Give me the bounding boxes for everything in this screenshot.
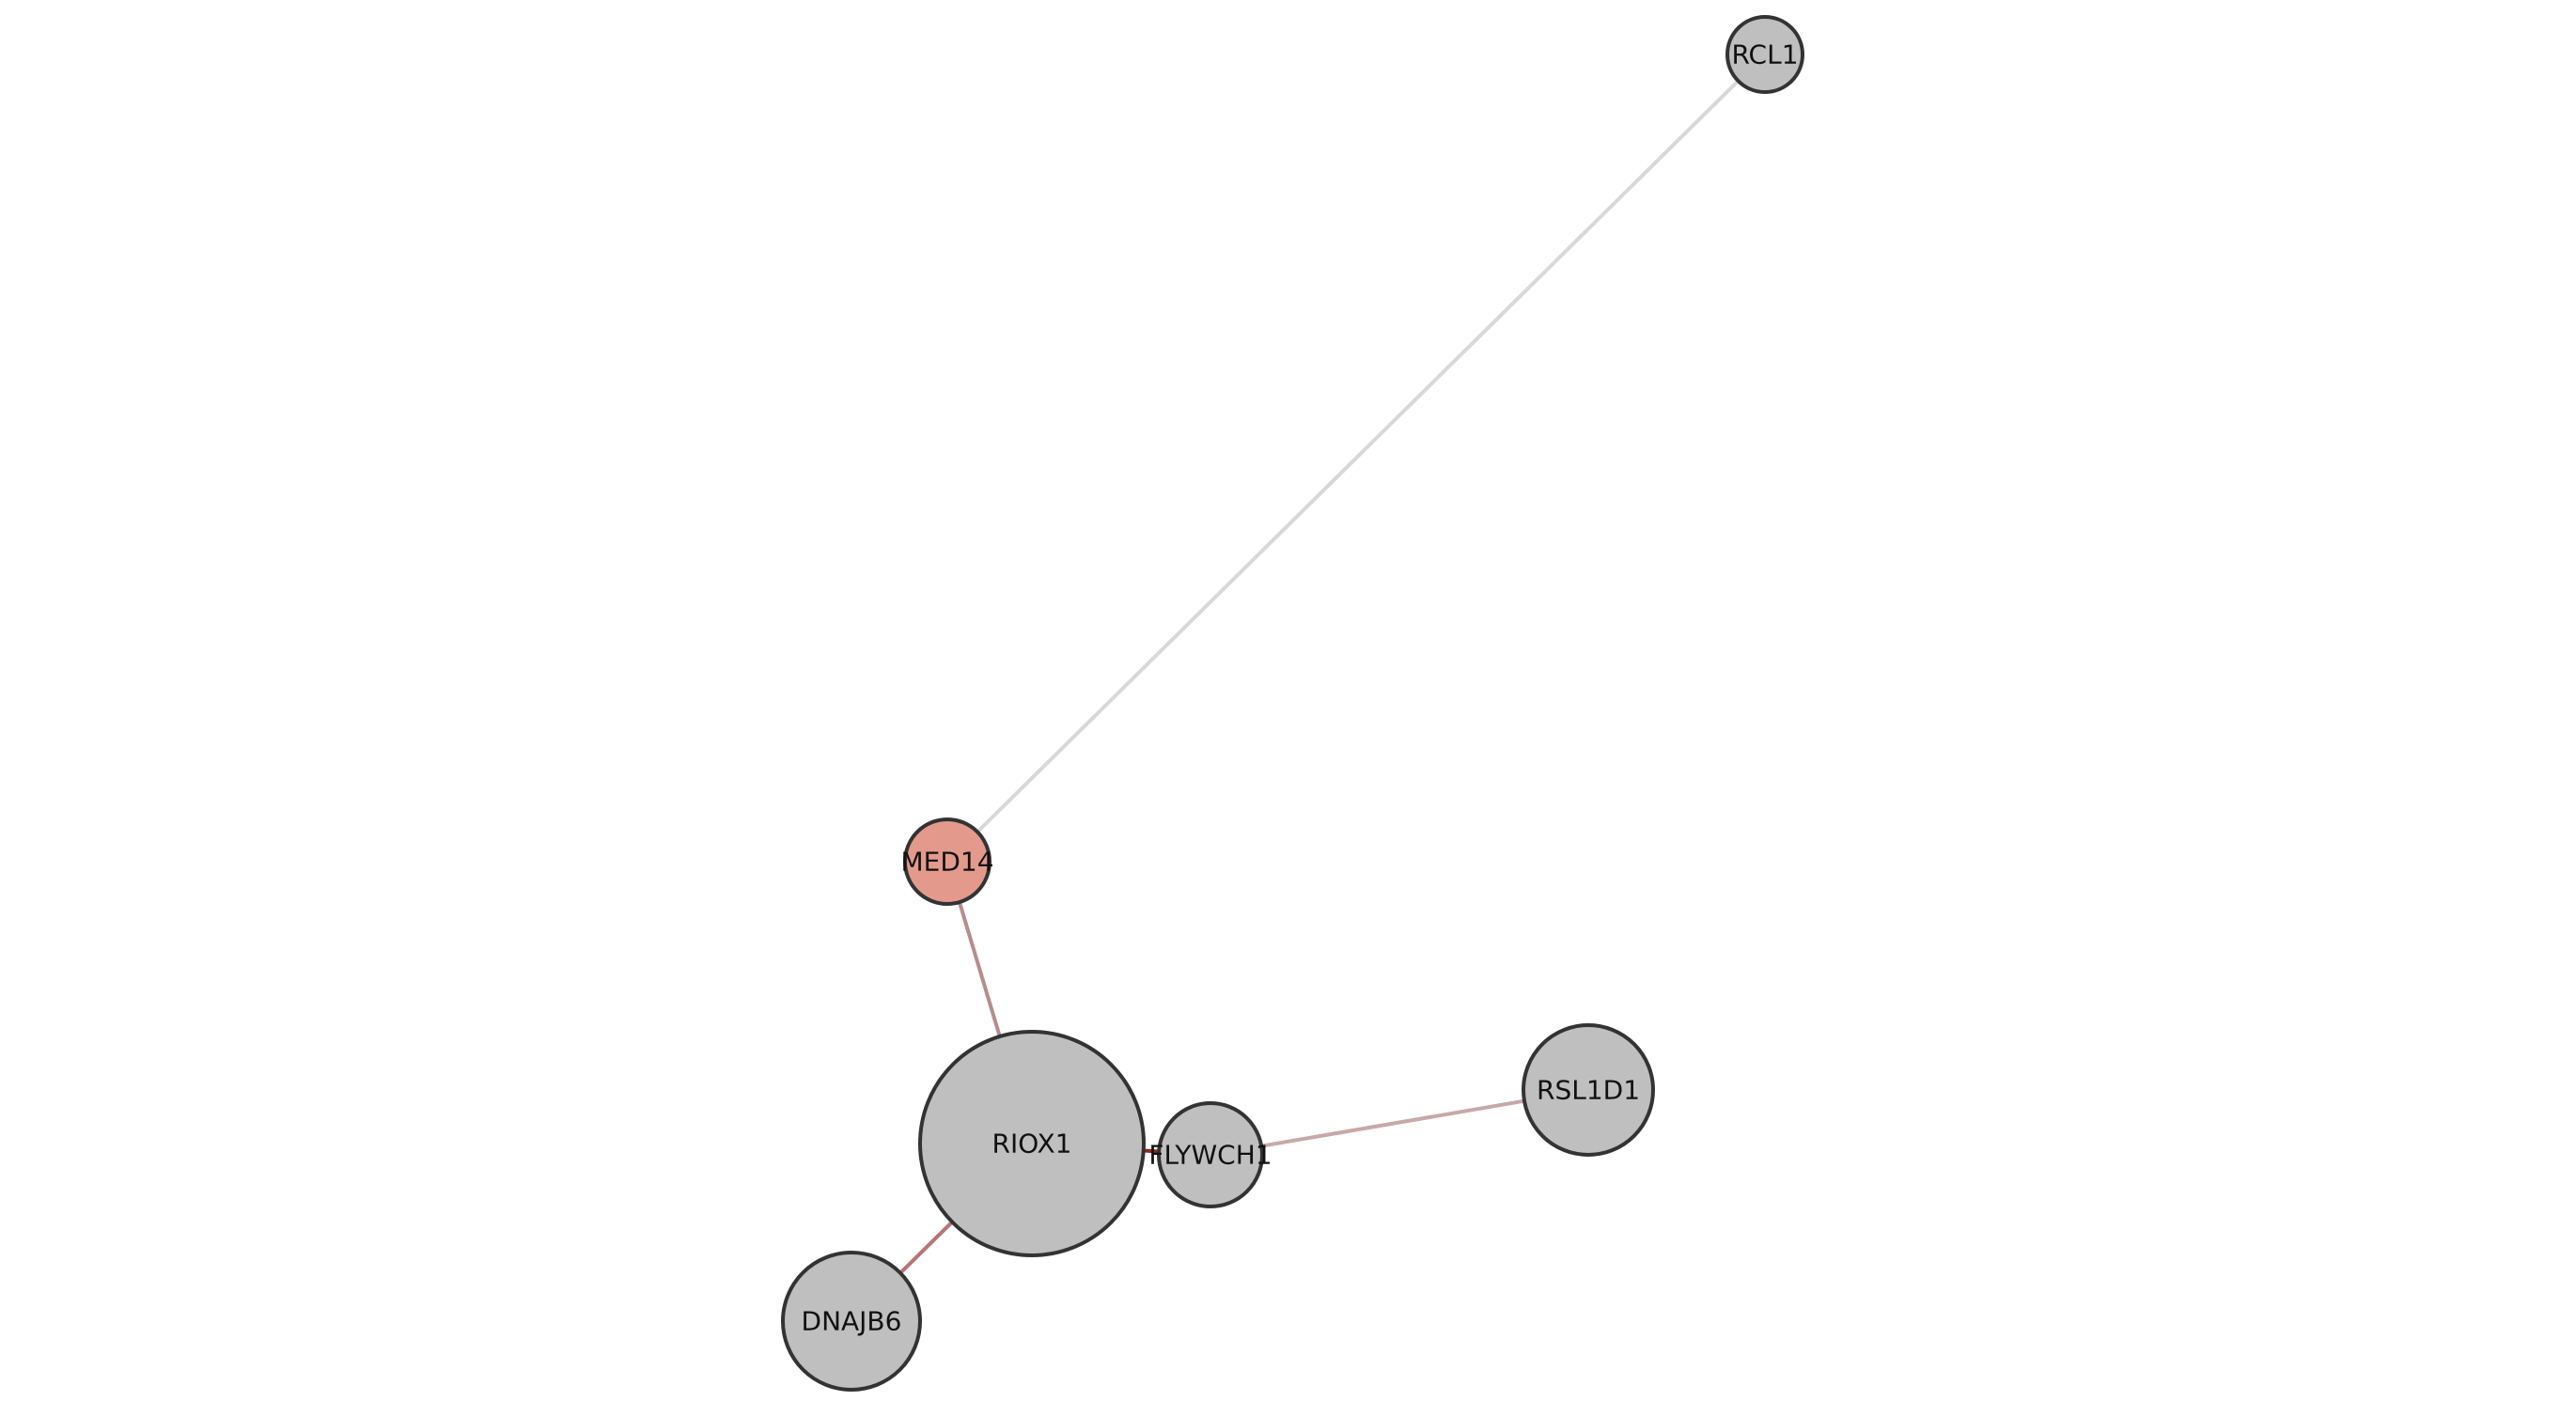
node-rcl1[interactable]: RCL1 <box>1725 15 1804 94</box>
node-med14[interactable]: MED14 <box>900 817 994 906</box>
node-circle-rsl1d1[interactable] <box>1522 1023 1655 1157</box>
node-circle-med14[interactable] <box>903 817 991 906</box>
edge-med14-rcl1 <box>945 53 1767 864</box>
node-circle-riox1[interactable] <box>918 1030 1146 1257</box>
nodes-layer: RCL1 MED14 RIOX1 FLYWCH1 RSL1D1 DNAJB6 <box>781 15 1804 1392</box>
node-circle-flywch1[interactable] <box>1157 1101 1264 1208</box>
node-circle-rcl1[interactable] <box>1725 15 1804 94</box>
node-label-flywch1: FLYWCH1 <box>1148 1140 1272 1171</box>
node-label-dnajb6: DNAJB6 <box>802 1306 902 1337</box>
node-label-rcl1: RCL1 <box>1731 39 1798 70</box>
node-circle-dnajb6[interactable] <box>781 1251 922 1392</box>
node-label-riox1: RIOX1 <box>992 1129 1072 1160</box>
node-rsl1d1[interactable]: RSL1D1 <box>1522 1023 1655 1157</box>
node-riox1[interactable]: RIOX1 <box>918 1030 1146 1257</box>
node-label-rsl1d1: RSL1D1 <box>1537 1075 1640 1106</box>
node-dnajb6[interactable]: DNAJB6 <box>781 1251 922 1392</box>
node-label-med14: MED14 <box>900 847 993 878</box>
node-flywch1[interactable]: FLYWCH1 <box>1148 1101 1272 1208</box>
